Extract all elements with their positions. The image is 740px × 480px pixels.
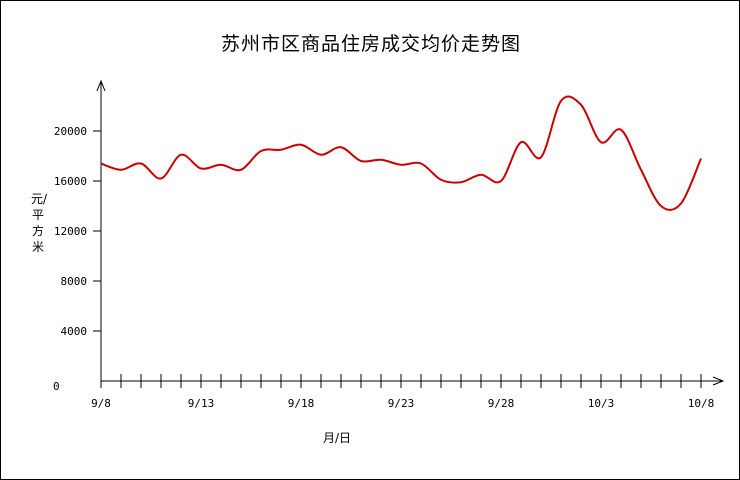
data-point [300,144,302,146]
x-tick-label: 10/3 [588,397,615,410]
data-point [680,203,682,205]
y-tick-label: 16000 [54,175,87,188]
data-point [540,156,542,158]
data-point [640,169,642,171]
data-point [200,168,202,170]
x-axis-arrow [712,376,725,386]
data-point [420,163,422,165]
data-point [220,164,222,166]
data-point [600,141,602,143]
data-point [120,169,122,171]
data-point [320,154,322,156]
y-tick-label: 0 [53,380,60,393]
data-point [360,160,362,162]
data-point [500,180,502,182]
data-point [140,163,142,165]
y-tick-label: 4000 [61,325,88,338]
chart-title: 苏州市区商品住房成交均价走势图 [220,33,521,55]
y-tick-label: 12000 [54,225,87,238]
x-axis-label: 月/日 [323,431,352,445]
x-tick-label: 9/13 [188,397,215,410]
price-series-line [100,95,702,211]
data-point [260,150,262,152]
data-point [620,129,622,131]
y-tick-label: 8000 [61,275,88,288]
data-point [440,179,442,181]
data-point [560,100,562,102]
y-axis-arrow [96,79,106,92]
data-point [520,141,522,143]
x-tick-label: 9/23 [388,397,415,410]
data-point [380,159,382,161]
data-point [180,154,182,156]
x-tick-label: 9/28 [488,397,515,410]
data-point [480,174,482,176]
data-point [460,181,462,183]
data-point [700,158,702,160]
x-tick-label: 9/8 [91,397,111,410]
data-point [580,104,582,106]
data-point [240,169,242,171]
x-tick-label: 9/18 [288,397,315,410]
y-tick-label: 20000 [54,125,87,138]
x-tick-label: 10/8 [688,397,715,410]
data-point [100,163,102,165]
data-point [660,205,662,207]
data-point [400,164,402,166]
data-point [340,146,342,148]
data-point [160,178,162,180]
y-axis-label: 元/平方米 [31,192,48,254]
data-point [280,149,282,151]
